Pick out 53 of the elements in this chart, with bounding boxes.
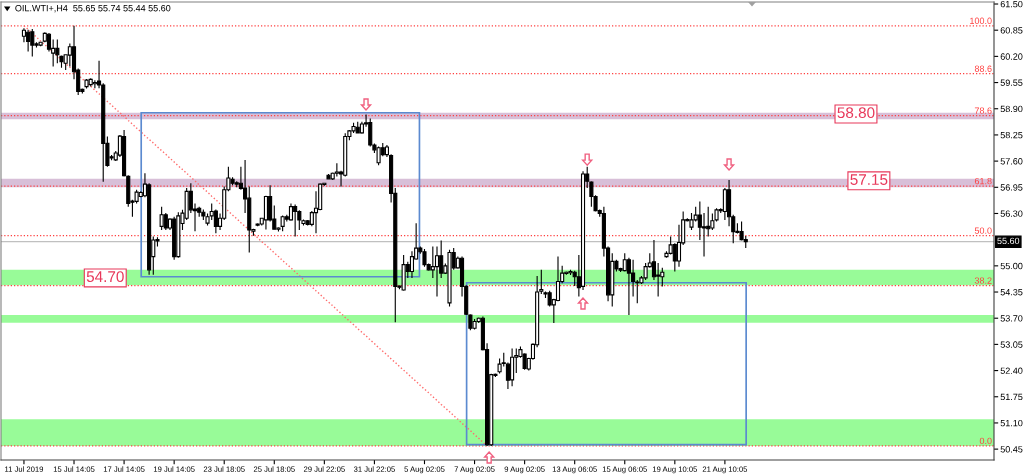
candlestick <box>326 173 331 180</box>
y-tick-label: 58.25 <box>1000 131 1023 139</box>
candlestick <box>88 77 93 88</box>
y-tick-label: 52.40 <box>1000 367 1023 374</box>
y-tick-label: 60.85 <box>1000 27 1023 34</box>
y-tick-label: 57.60 <box>1000 158 1023 165</box>
y-tick-label: 60.20 <box>1000 53 1023 60</box>
ref-line-label: 55.60 <box>997 237 1020 245</box>
y-tick-label: 56.30 <box>1000 210 1023 217</box>
y-tick-label: 56.95 <box>1000 184 1023 191</box>
y-tick-label: 50.45 <box>1000 446 1023 453</box>
candlestick <box>255 222 260 227</box>
annotation: 58.80 <box>837 107 875 119</box>
y-tick-label: 58.90 <box>1000 105 1023 113</box>
annotation: 54.70 <box>86 271 124 283</box>
y-tick-label: 53.05 <box>1000 341 1023 348</box>
y-tick-label: 61.50 <box>1000 0 1023 8</box>
candlestick <box>401 254 406 292</box>
candlestick <box>280 214 285 232</box>
candlestick <box>376 146 381 166</box>
candlestick <box>30 28 35 57</box>
line-series <box>23 25 488 447</box>
y-tick-label: 51.10 <box>1000 419 1023 427</box>
annotation: 57.15 <box>850 174 888 185</box>
candlestick <box>355 121 360 134</box>
candlestick <box>510 347 515 387</box>
candlestick <box>447 249 452 308</box>
y-tick-label: 54.35 <box>1000 288 1023 296</box>
annotation: 100.0 <box>970 17 992 24</box>
candlestick <box>176 211 181 259</box>
candlestick <box>122 129 127 177</box>
candlestick <box>26 29 31 53</box>
y-tick-label: 59.55 <box>1000 79 1023 86</box>
annotation: 0.0 <box>979 437 992 445</box>
candlestick <box>38 41 43 47</box>
annotation: 78.6 <box>974 107 992 114</box>
chart-title: OIL.WTI+,H4 55.65 55.74 55.44 55.60 <box>15 4 171 13</box>
candlestick <box>497 357 502 374</box>
candlestick <box>472 318 477 331</box>
candlestick <box>172 216 177 261</box>
candlestick <box>422 248 427 268</box>
candlestick <box>84 78 89 90</box>
y-tick-label: 53.70 <box>1000 315 1023 322</box>
candlestick <box>55 38 60 64</box>
candlestick <box>159 206 164 231</box>
y-tick-label: 55.00 <box>1000 262 1023 270</box>
annotation: 50.0 <box>974 227 992 234</box>
candlestick <box>293 204 298 237</box>
candlestick <box>626 257 631 316</box>
y-tick-label: 51.75 <box>1000 393 1023 401</box>
annotation: 88.6 <box>974 65 992 72</box>
annotation: 61.8 <box>974 177 992 185</box>
annotation: 38.2 <box>974 277 992 284</box>
